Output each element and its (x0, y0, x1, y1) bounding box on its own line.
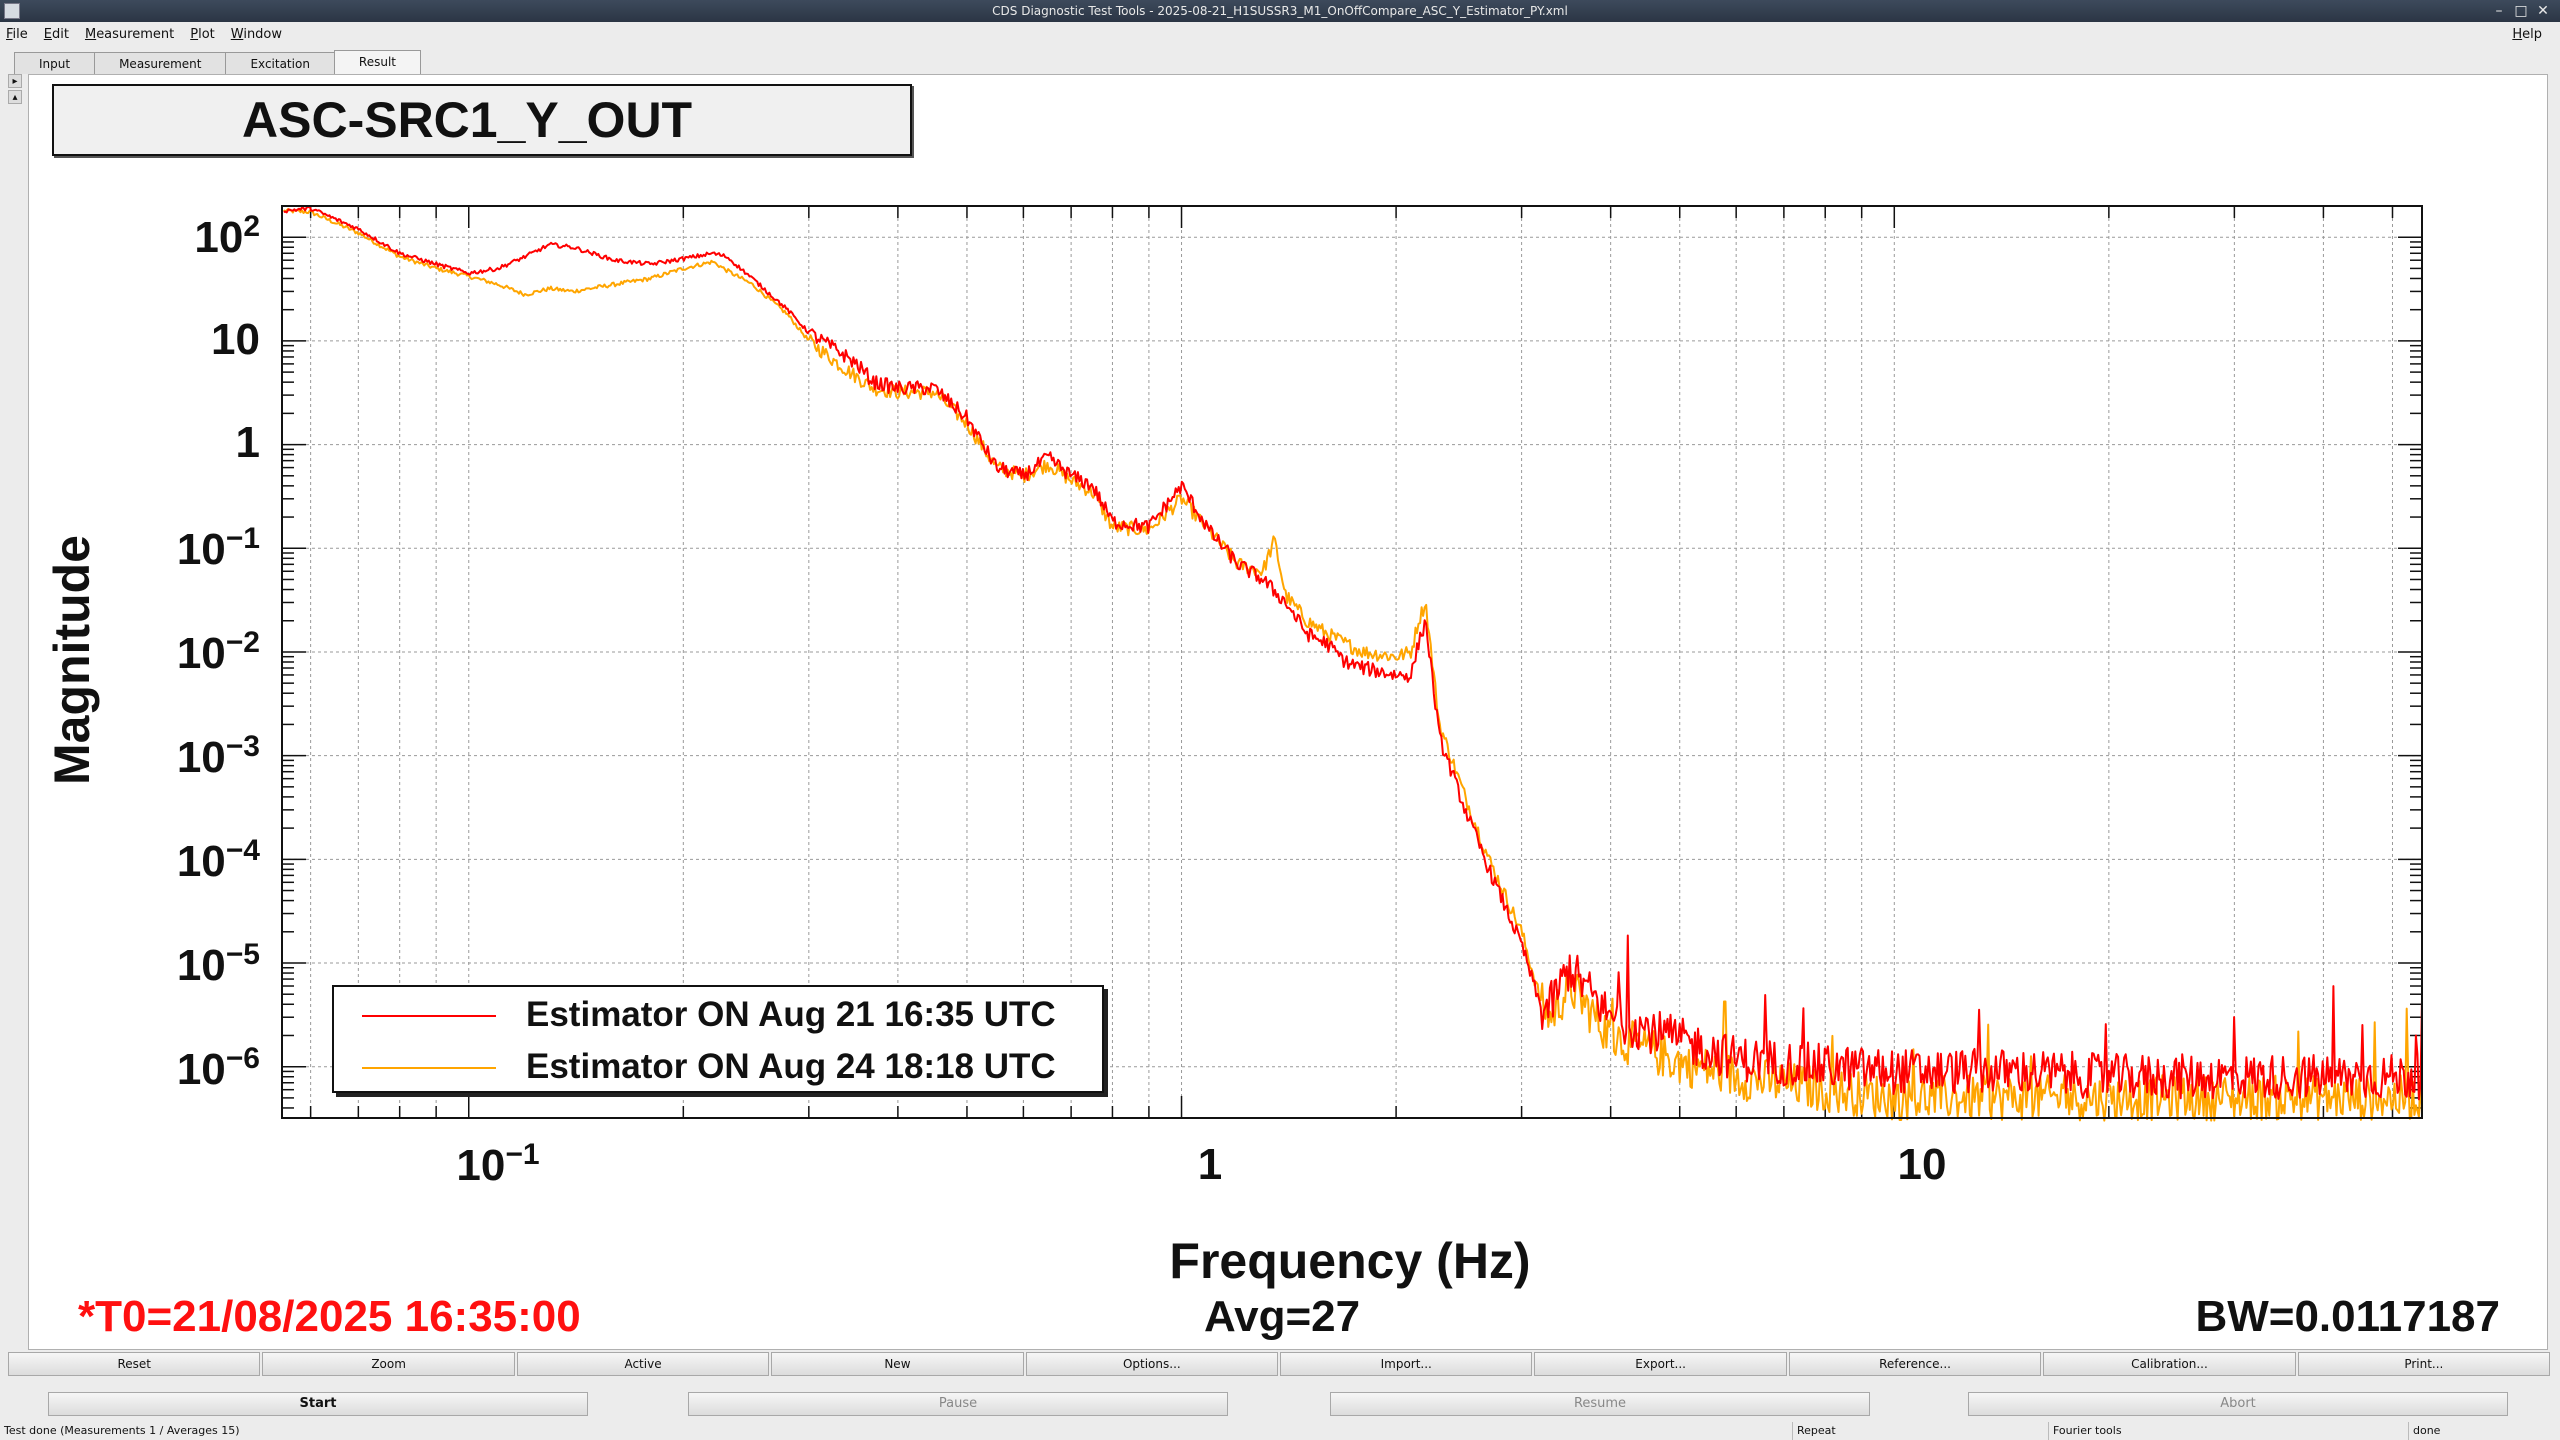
legend-entry: Estimator ON Aug 24 18:18 UTC (334, 1041, 1102, 1093)
tab-result[interactable]: Result (333, 50, 421, 74)
tab-bar: Input Measurement Excitation Result (14, 50, 421, 74)
menu-plot[interactable]: Plot (190, 27, 215, 42)
menu-file[interactable]: File (6, 27, 28, 42)
menubar: File Edit Measurement Plot Window Help (0, 22, 2560, 48)
minimize-icon[interactable]: – (2495, 3, 2503, 19)
x-tick-label: 10−1 (456, 1138, 540, 1190)
menu-window[interactable]: Window (230, 27, 283, 42)
arrow-right-icon[interactable]: ▸ (8, 74, 22, 88)
y-tick-label: 102 (194, 210, 260, 262)
y-tick-label: 10−6 (176, 1042, 260, 1094)
series-line (283, 205, 2423, 1101)
status-message: Test done (Measurements 1 / Averages 15) (4, 1424, 240, 1437)
close-icon[interactable]: ✕ (2537, 3, 2549, 19)
status-repeat: Repeat (1792, 1422, 1836, 1440)
legend-swatch-orange (362, 1067, 496, 1069)
menu-help[interactable]: Help (2512, 27, 2542, 42)
avg-label: Avg=27 (1204, 1292, 1361, 1341)
legend-entry: Estimator ON Aug 21 16:35 UTC (334, 989, 1102, 1041)
menu-edit[interactable]: Edit (43, 27, 69, 42)
legend-swatch-red (362, 1015, 496, 1017)
arrow-up-icon[interactable]: ▴ (8, 90, 22, 104)
t0-label: *T0=21/08/2025 16:35:00 (78, 1292, 581, 1341)
app-icon (4, 3, 20, 19)
plot-panel (28, 74, 2548, 1350)
calibration-button[interactable]: Calibration... (2043, 1352, 2296, 1376)
reference-button[interactable]: Reference... (1788, 1352, 2042, 1376)
tab-excitation[interactable]: Excitation (225, 52, 335, 74)
print-button[interactable]: Print... (2297, 1352, 2551, 1376)
window-titlebar: CDS Diagnostic Test Tools - 2025-08-21_H… (0, 0, 2560, 22)
x-tick-label: 1 (1197, 1140, 1223, 1189)
active-button[interactable]: Active (516, 1352, 770, 1376)
plot-frame (281, 205, 2423, 1119)
y-tick-label: 1 (235, 418, 260, 467)
x-tick-label: 10 (1897, 1140, 1947, 1189)
series-line (282, 207, 2423, 1122)
y-tick-label: 10−4 (176, 834, 260, 886)
tab-input[interactable]: Input (14, 52, 96, 74)
x-axis-label: Frequency (Hz) (1169, 1233, 1531, 1289)
menu-measurement[interactable]: Measurement (84, 27, 175, 42)
window-title: CDS Diagnostic Test Tools - 2025-08-21_H… (992, 4, 1568, 18)
reset-button[interactable]: Reset (8, 1352, 261, 1376)
bw-label: BW=0.0117187 (2195, 1292, 2500, 1341)
plot-title: ASC-SRC1_Y_OUT (52, 84, 912, 156)
plot-legend[interactable]: Estimator ON Aug 21 16:35 UTC Estimator … (332, 985, 1104, 1093)
export-button[interactable]: Export... (1534, 1352, 1787, 1376)
tab-measurement[interactable]: Measurement (94, 52, 227, 74)
zoom-button[interactable]: Zoom (262, 1352, 515, 1376)
resume-button[interactable]: Resume (1330, 1392, 1870, 1416)
run-control-row: Start Pause Resume Abort (48, 1392, 2508, 1416)
import-button[interactable]: Import... (1280, 1352, 1533, 1376)
y-tick-label: 10−5 (176, 938, 260, 990)
y-tick-label: 10−3 (176, 730, 260, 782)
y-tick-label: 10 (211, 315, 260, 364)
new-button[interactable]: New (771, 1352, 1024, 1376)
status-state: done (2408, 1422, 2440, 1440)
plot-traces (282, 205, 2423, 1122)
options-button[interactable]: Options... (1025, 1352, 1279, 1376)
legend-label: Estimator ON Aug 24 18:18 UTC (526, 1047, 1056, 1086)
y-tick-label: 10−1 (176, 522, 260, 574)
abort-button[interactable]: Abort (1968, 1392, 2508, 1416)
pause-button[interactable]: Pause (688, 1392, 1228, 1416)
statusbar: Test done (Measurements 1 / Averages 15)… (0, 1422, 2560, 1440)
side-scroll-arrows: ▸ ▴ (8, 74, 22, 106)
plot-button-row: Reset Zoom Active New Options... Import.… (8, 1352, 2552, 1376)
y-tick-label: 10−2 (176, 626, 260, 678)
maximize-icon[interactable]: □ (2514, 3, 2528, 19)
start-button[interactable]: Start (48, 1392, 588, 1416)
legend-label: Estimator ON Aug 21 16:35 UTC (526, 995, 1056, 1034)
status-fourier: Fourier tools (2048, 1422, 2122, 1440)
